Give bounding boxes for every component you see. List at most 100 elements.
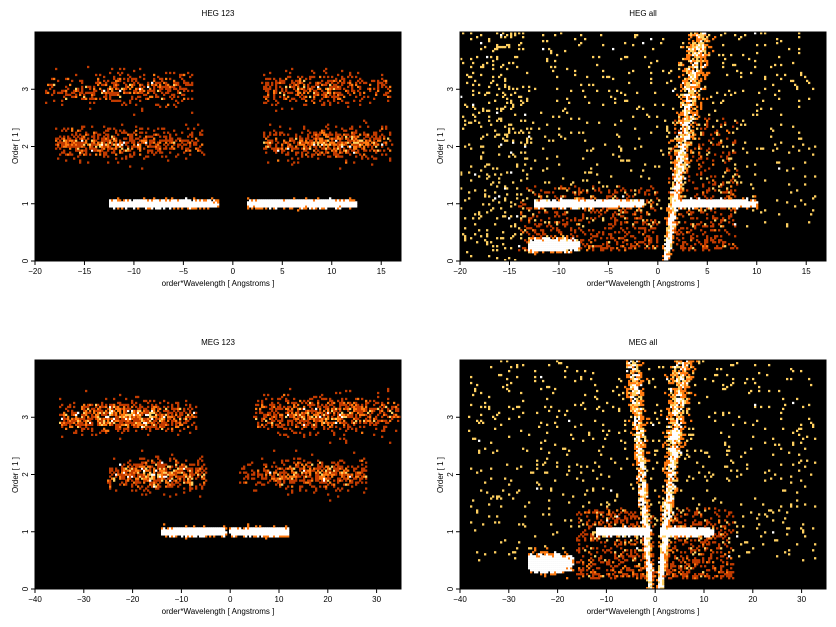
heatmap-cell [327,133,330,136]
heatmap-cell [688,137,691,140]
heatmap-cell [742,119,745,122]
heatmap-cell [594,211,597,214]
heatmap-cell [598,231,601,234]
heatmap-cell [666,249,669,252]
heatmap-cell [674,177,677,180]
heatmap-cell [602,207,605,210]
heatmap-cell [173,71,176,75]
heatmap-cell [303,141,306,144]
heatmap-cell [91,149,94,152]
heatmap-cell [612,203,615,206]
heatmap-cell [291,91,294,95]
heatmap-cell [622,199,625,202]
heatmap-cell [544,237,547,240]
heatmap-cell [704,53,707,57]
heatmap-cell [317,133,320,136]
heatmap-cell [349,93,352,97]
heatmap-cell [538,243,541,246]
heatmap-cell [680,177,683,180]
heatmap-cell [171,205,174,208]
heatmap-cell [660,207,663,210]
heatmap-cell [584,95,587,99]
heatmap-cell [586,201,589,204]
heatmap-cell [734,173,737,176]
heatmap-cell [271,81,274,85]
heatmap-cell [319,139,322,142]
heatmap-cell [562,243,565,246]
heatmap-cell [139,145,142,148]
heatmap-cell [311,135,314,138]
heatmap-cell [682,189,685,192]
heatmap-cell [668,71,671,75]
heatmap-cell [700,155,703,158]
heatmap-cell [157,143,160,146]
heatmap-cell [684,207,687,210]
heatmap-cell [145,205,148,208]
heatmap-cell [325,139,328,142]
heatmap-cell [806,79,809,83]
heatmap-cell [694,61,697,65]
heatmap-cell [313,89,316,93]
heatmap-cell [516,187,519,190]
heatmap-cell [323,203,326,206]
heatmap-cell [544,241,547,244]
heatmap-cell [566,245,569,248]
heatmap-cell [528,243,531,246]
heatmap-cell [700,71,703,75]
heatmap-cell [133,69,136,73]
heatmap-cell [355,155,358,158]
heatmap-cell [329,79,332,83]
heatmap-cell [628,201,631,204]
heatmap-cell [125,149,128,152]
heatmap-cell [97,133,100,136]
heatmap-cell [686,113,689,116]
heatmap-cell [686,135,689,138]
heatmap-cell [672,227,675,230]
heatmap-cell [578,117,581,120]
heatmap-cell [550,245,553,248]
heatmap-cell [696,205,699,208]
heatmap-cell [81,141,84,144]
heatmap-cell [307,205,310,208]
heatmap-cells [460,32,817,262]
heatmap-cell [163,139,166,142]
heatmap-cell [770,135,773,138]
heatmap-cell [672,183,675,186]
heatmap-cell [253,203,256,206]
heatmap-cell [185,157,188,160]
heatmap-cell [117,83,120,87]
heatmap-cell [546,249,549,252]
heatmap-cell [506,193,509,196]
heatmap-cell [367,135,370,138]
heatmap-cell [201,205,204,208]
heatmap-cell [335,137,338,140]
heatmap-cell [65,139,68,142]
heatmap-cell [720,207,723,210]
heatmap-cell [552,139,555,142]
heatmap-cell [353,199,356,202]
heatmap-cell [131,139,134,142]
heatmap-cell [361,157,364,160]
heatmap-cell [157,75,160,79]
heatmap-cell [167,87,170,91]
heatmap-cell [343,87,346,91]
heatmap-cell [339,151,342,154]
heatmap-cell [131,155,134,158]
heatmap-cell [379,129,382,132]
heatmap-cell [275,147,278,150]
heatmap-cell [582,225,585,228]
heatmap-cell [189,75,192,79]
heatmap-cell [498,195,501,198]
heatmap-cell [764,87,767,91]
heatmap-cell [127,91,130,95]
panel-title: HEG all [629,9,657,18]
heatmap-cell [123,87,126,91]
heatmap-cell [159,203,162,206]
heatmap-cell [361,141,364,144]
heatmap-cell [327,145,330,148]
heatmap-cell [530,241,533,244]
heatmap-cell [566,217,569,220]
heatmap-cell [77,149,80,152]
heatmap-cell [299,87,302,91]
heatmap-cell [606,241,609,244]
